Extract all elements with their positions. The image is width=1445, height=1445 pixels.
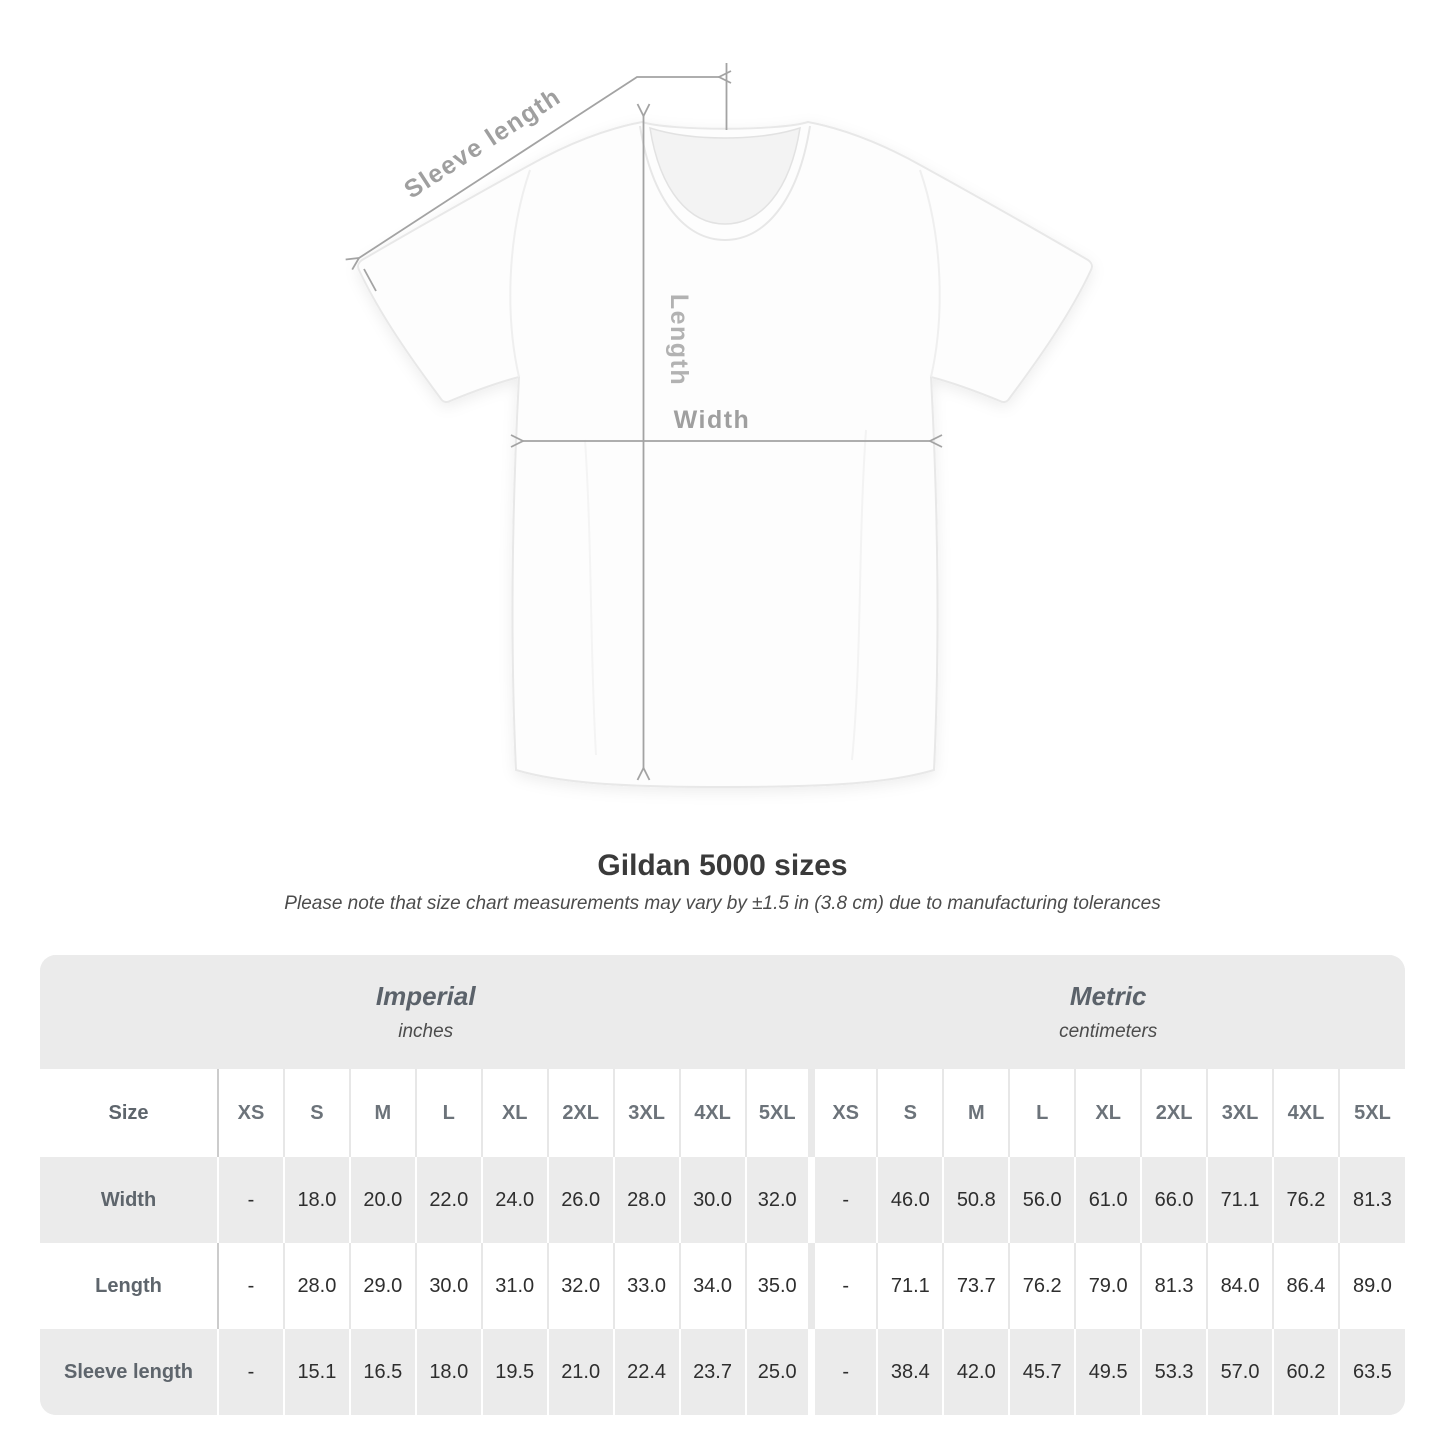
measurement-cell: 76.2 [1272, 1157, 1339, 1243]
size-column-header: L [1008, 1069, 1076, 1157]
size-column-header: XS [807, 1069, 878, 1157]
tolerance-note: Please note that size chart measurements… [284, 893, 1161, 914]
page-title: Gildan 5000 sizes [597, 849, 848, 882]
measurement-cell: 29.0 [348, 1243, 416, 1329]
width-dimension: Width [523, 406, 930, 441]
measurement-cell: 66.0 [1140, 1157, 1208, 1243]
size-table-card: Imperial inches Metric centimeters Size … [40, 955, 1405, 1415]
measurement-cell: 46.0 [876, 1157, 944, 1243]
imperial-section-units: inches [398, 1021, 454, 1042]
imperial-section-title: Imperial [375, 981, 476, 1011]
size-column-header: 4XL [678, 1069, 746, 1157]
size-column-header: 5XL [1337, 1069, 1405, 1157]
measurement-cell: 19.5 [480, 1329, 548, 1415]
measurement-cell: 24.0 [480, 1157, 548, 1243]
size-column-header: XL [1074, 1069, 1142, 1157]
measurement-cell: 81.3 [1337, 1157, 1405, 1243]
size-column-header: 3XL [612, 1069, 680, 1157]
measurement-cell: - [807, 1329, 878, 1415]
measurement-cell: 53.3 [1140, 1329, 1208, 1415]
measurement-cell: 73.7 [942, 1243, 1010, 1329]
size-column-header: S [282, 1069, 350, 1157]
measurement-cell: 33.0 [612, 1243, 680, 1329]
measurement-cell: 84.0 [1206, 1243, 1273, 1329]
measurement-cell: 86.4 [1272, 1243, 1339, 1329]
measurement-cell: 31.0 [480, 1243, 548, 1329]
measurement-cell: 42.0 [942, 1329, 1010, 1415]
measurement-cell: 30.0 [414, 1243, 482, 1329]
tshirt-diagram: Sleeve length Length Width [0, 63, 1093, 789]
size-column-header: 3XL [1206, 1069, 1273, 1157]
size-column-header: 2XL [1140, 1069, 1208, 1157]
length-row: Length - 28.0 29.0 30.0 31.0 32.0 33.0 3… [40, 1243, 1405, 1329]
measurement-cell: 34.0 [678, 1243, 746, 1329]
width-row: Width - 18.0 20.0 22.0 24.0 26.0 28.0 30… [40, 1157, 1405, 1243]
measurement-cell: 81.3 [1140, 1243, 1208, 1329]
measurement-cell: 16.5 [348, 1329, 416, 1415]
measurement-cell: 28.0 [282, 1243, 350, 1329]
row-label: Width [100, 1188, 157, 1211]
size-column-header: L [414, 1069, 482, 1157]
tshirt-image [357, 120, 1093, 789]
size-column-header: M [942, 1069, 1010, 1157]
measurement-cell: 20.0 [348, 1157, 416, 1243]
size-column-header: M [348, 1069, 416, 1157]
measurement-cell: 32.0 [744, 1157, 812, 1243]
measurement-cell: 18.0 [414, 1329, 482, 1415]
size-table: Imperial inches Metric centimeters Size … [40, 955, 1405, 1415]
measurement-cell: - [217, 1329, 284, 1415]
metric-section-title: Metric [1069, 981, 1147, 1011]
measurement-cell: - [807, 1157, 878, 1243]
size-column-header: XS [217, 1069, 284, 1157]
measurement-cell: 15.1 [282, 1329, 350, 1415]
measurement-cell: 71.1 [876, 1243, 944, 1329]
measurement-cell: 35.0 [744, 1243, 812, 1329]
measurement-cell: 76.2 [1008, 1243, 1076, 1329]
measurement-cell: 50.8 [942, 1157, 1010, 1243]
size-header-label: Size [108, 1101, 149, 1124]
measurement-cell: - [807, 1243, 878, 1329]
size-column-header: 5XL [744, 1069, 812, 1157]
measurement-cell: 79.0 [1074, 1243, 1142, 1329]
measurement-cell: 30.0 [678, 1157, 746, 1243]
measurement-cell: 61.0 [1074, 1157, 1142, 1243]
row-label: Sleeve length [64, 1360, 193, 1383]
measurement-cell: 28.0 [612, 1157, 680, 1243]
measurement-cell: 21.0 [546, 1329, 614, 1415]
measurement-cell: 32.0 [546, 1243, 614, 1329]
measurement-cell: 60.2 [1272, 1329, 1339, 1415]
unit-section-row: Imperial inches Metric centimeters [40, 955, 1405, 1069]
measurement-cell: 38.4 [876, 1329, 944, 1415]
measurement-cell: 25.0 [744, 1329, 812, 1415]
row-label: Length [95, 1274, 162, 1297]
size-column-header: S [876, 1069, 944, 1157]
width-label: Width [674, 406, 751, 434]
measurement-cell: 49.5 [1074, 1329, 1142, 1415]
length-label: Length [665, 294, 693, 386]
measurement-cell: - [217, 1243, 284, 1329]
measurement-cell: 23.7 [678, 1329, 746, 1415]
measurement-cell: - [217, 1157, 284, 1243]
metric-section-units: centimeters [1059, 1021, 1158, 1042]
measurement-cell: 63.5 [1337, 1329, 1405, 1415]
metric-section-header: Metric centimeters [811, 955, 1405, 1069]
measurement-cell: 18.0 [282, 1157, 350, 1243]
size-column-header: XL [480, 1069, 548, 1157]
size-column-header: 4XL [1272, 1069, 1339, 1157]
measurement-cell: 57.0 [1206, 1329, 1273, 1415]
measurement-cell: 71.1 [1206, 1157, 1273, 1243]
size-column-header: 2XL [546, 1069, 614, 1157]
measurement-cell: 26.0 [546, 1157, 614, 1243]
measurement-cell: 45.7 [1008, 1329, 1076, 1415]
imperial-section-header: Imperial inches [40, 955, 812, 1069]
measurement-cell: 22.0 [414, 1157, 482, 1243]
sleeve-length-row: Sleeve length - 15.1 16.5 18.0 19.5 21.0… [40, 1329, 1405, 1415]
measurement-cell: 22.4 [612, 1329, 680, 1415]
measurement-cell: 89.0 [1337, 1243, 1405, 1329]
measurement-cell: 56.0 [1008, 1157, 1076, 1243]
size-header-row: Size XS S M L XL 2XL 3XL 4XL 5XL XS S M … [40, 1069, 1405, 1157]
